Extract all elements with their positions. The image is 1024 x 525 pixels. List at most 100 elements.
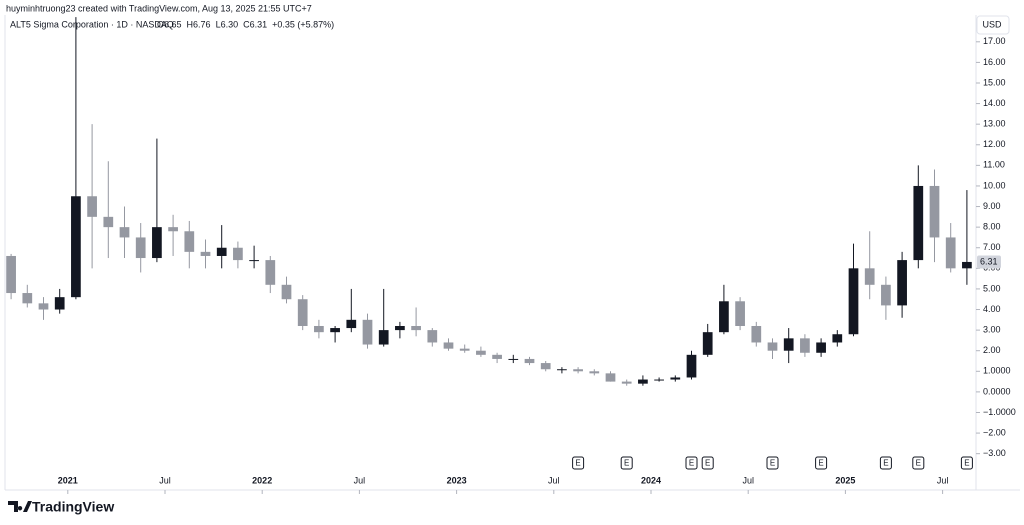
event-marker	[960, 456, 973, 470]
candle-body	[297, 299, 308, 326]
event-label: E	[770, 459, 775, 468]
candle-body	[524, 358, 535, 364]
candle-body	[751, 325, 762, 343]
candle-body	[832, 334, 843, 343]
candle-body	[459, 348, 470, 351]
y-tick-label: 12.00	[983, 139, 1006, 149]
candle-body	[540, 363, 551, 370]
candle-body	[314, 325, 324, 333]
candle-body	[816, 342, 826, 353]
candle-body	[767, 342, 778, 351]
candle-body	[848, 268, 859, 335]
candle-body	[476, 350, 486, 355]
y-tick-label: 0.0000	[983, 386, 1011, 396]
candle-body	[200, 251, 211, 256]
candle-body	[621, 381, 632, 384]
x-tick-label: Jul	[354, 475, 366, 485]
candle-body	[362, 319, 373, 345]
event-label: E	[964, 459, 969, 468]
candle-body	[492, 354, 502, 359]
event-label: E	[575, 459, 580, 468]
chart-title: ALT5 Sigma Corporation · 1D · NASDAQ	[10, 19, 174, 29]
y-tick-label: 5.00	[983, 283, 1001, 293]
ohlc-label: L6.30	[216, 19, 239, 29]
last-price-box	[977, 255, 1001, 269]
candle-body	[378, 330, 389, 345]
candle-body	[184, 231, 195, 252]
y-tick-label: 17.00	[983, 36, 1006, 46]
candles	[6, 17, 972, 386]
y-tick-label: 11.00	[983, 160, 1005, 170]
credit: huyminhtruong23 created with TradingView…	[6, 3, 312, 13]
x-tick-label: 2025	[835, 475, 855, 485]
candle-body	[281, 284, 292, 300]
candle-body	[962, 261, 972, 269]
y-tick-label: −3.00	[983, 448, 1006, 458]
candle-body	[638, 379, 648, 384]
candle-body	[573, 369, 583, 372]
y-tick-label: 10.00	[983, 180, 1006, 190]
candle-body	[103, 216, 114, 228]
candle-body	[22, 293, 33, 304]
candle-body	[38, 303, 49, 310]
candle-body	[686, 354, 697, 378]
candle-body	[395, 325, 405, 331]
y-tick-label: −1.0000	[983, 407, 1016, 417]
candle-body	[897, 260, 907, 306]
event-label: E	[916, 459, 921, 468]
candle-body	[249, 260, 259, 262]
event-label: E	[689, 459, 694, 468]
candle-body	[87, 196, 97, 217]
logo-mark	[8, 501, 32, 512]
event-marker	[572, 456, 585, 470]
candle-body	[783, 338, 794, 351]
event-marker	[912, 456, 925, 470]
event-label: E	[883, 459, 888, 468]
y-tick-label: 4.00	[983, 304, 1001, 314]
y-tick-label: 16.00	[983, 57, 1006, 67]
currency-box	[976, 15, 1010, 35]
y-tick-label: 1.0000	[983, 366, 1011, 376]
x-tick-label: Jul	[548, 475, 560, 485]
candle-body	[233, 247, 243, 261]
x-tick-label: 2024	[641, 475, 661, 485]
candle-body	[735, 301, 745, 326]
y-tick-label: 2.00	[983, 345, 1001, 355]
brand-logo: TradingView	[8, 499, 114, 515]
y-tick-label: 9.00	[983, 201, 1001, 211]
x-tick-label: Jul	[159, 475, 171, 485]
event-marker	[879, 456, 892, 470]
ohlc-label: C6.31	[243, 19, 267, 29]
y-tick-label: 8.00	[983, 222, 1001, 232]
candle-body	[913, 185, 924, 261]
candle-body	[929, 185, 940, 238]
candle-body	[443, 342, 454, 349]
y-tick-label: 14.00	[983, 98, 1006, 108]
candle-body	[346, 319, 357, 329]
candle-body	[6, 255, 16, 294]
candle-body	[119, 227, 130, 238]
event-marker	[815, 456, 828, 470]
event-label: E	[624, 459, 629, 468]
y-tick-label: 3.00	[983, 324, 1001, 334]
candle-body	[719, 301, 729, 333]
event-label: E	[818, 459, 823, 468]
y-tick-label: 7.00	[983, 242, 1001, 252]
event-marker	[701, 456, 714, 470]
y-tick-label: 15.00	[983, 77, 1006, 87]
event-marker	[620, 456, 633, 470]
candle-body	[654, 379, 664, 381]
last-price-label: 6.31	[980, 256, 998, 266]
candle-body	[945, 237, 956, 269]
y-tick-label: −2.00	[983, 427, 1006, 437]
event-label: E	[705, 459, 710, 468]
x-tick-label: 2022	[252, 475, 272, 485]
x-tick-label: Jul	[937, 475, 949, 485]
x-tick-label: Jul	[742, 475, 754, 485]
candle-body	[135, 237, 146, 259]
ohlc-label: H6.76	[187, 19, 211, 29]
candle-body	[168, 227, 178, 232]
candle-body	[152, 227, 162, 259]
x-tick-label: 2021	[58, 475, 78, 485]
candle-body	[589, 371, 600, 374]
